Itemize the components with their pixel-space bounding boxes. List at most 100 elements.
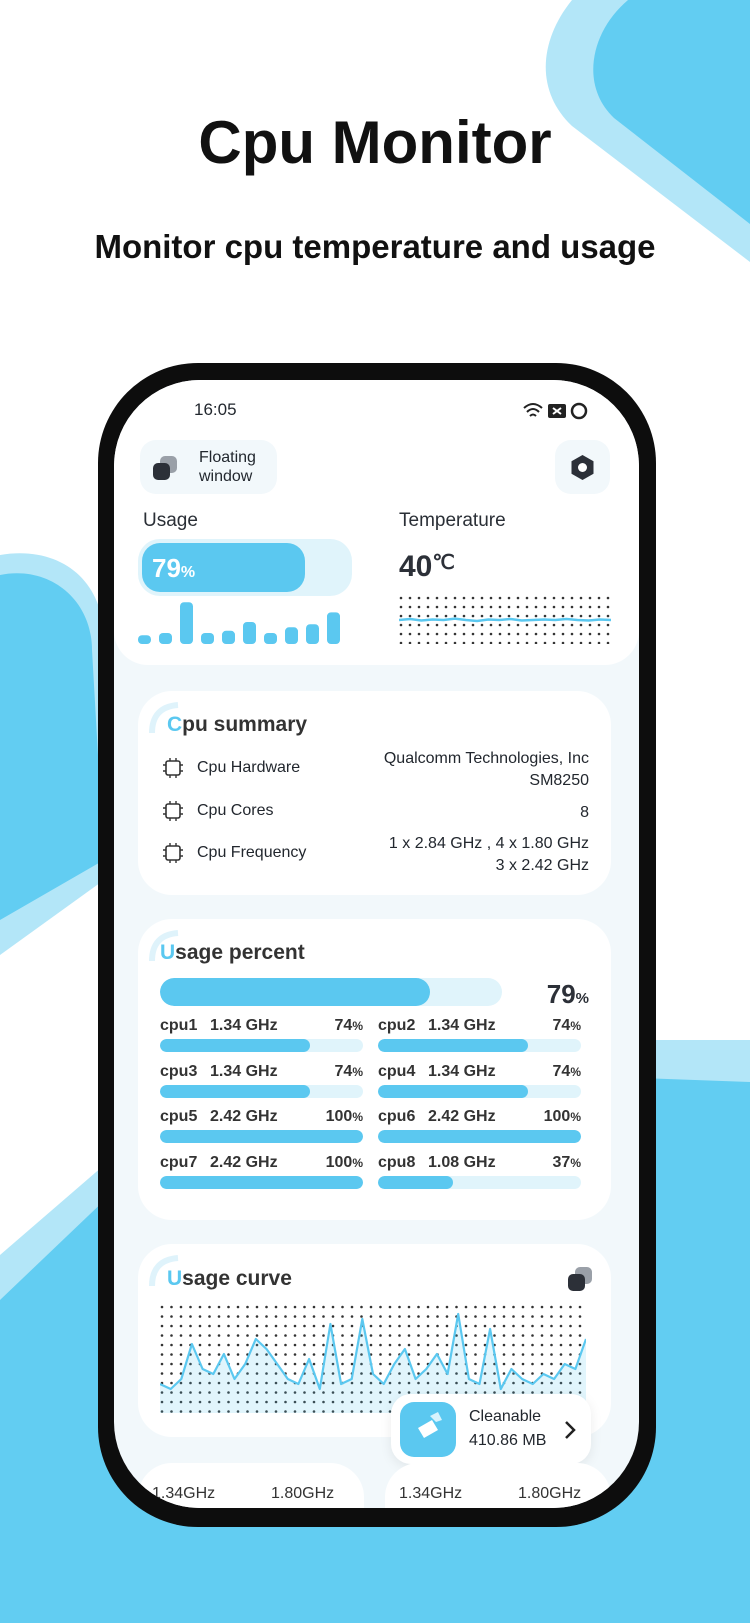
core-percent: 74%	[160, 1063, 363, 1081]
history-bar	[180, 602, 193, 644]
history-bar	[201, 633, 214, 644]
total-fill	[160, 978, 431, 1006]
core-card-frequency: 1.34GHz	[399, 1485, 463, 1502]
usage-fill	[142, 543, 305, 592]
history-bar	[159, 633, 172, 644]
core-percent: 74%	[160, 1017, 363, 1035]
temperature-number: 40	[399, 550, 433, 583]
total-number: 79	[546, 979, 576, 1009]
total-track	[160, 978, 502, 1006]
usage-history	[138, 602, 340, 644]
core-fill	[160, 1175, 363, 1189]
core-percent: 74%	[378, 1017, 581, 1035]
history-bar	[264, 633, 277, 644]
section-title: Cpu summary	[167, 713, 308, 736]
core-percent-unit: %	[352, 1155, 363, 1170]
title-deco	[149, 702, 179, 734]
row-value-line: 8	[580, 803, 589, 821]
core-percent: 74%	[378, 1063, 581, 1081]
core-percent-unit: %	[570, 1019, 581, 1033]
core-fill	[378, 1084, 529, 1098]
history-bar	[285, 627, 298, 644]
core-card-frequency: 1.80GHz	[271, 1485, 335, 1502]
row-value: Qualcomm Technologies, Inc SM8250	[384, 748, 589, 792]
core-name: cpu3	[160, 1062, 198, 1080]
core-card: 1.34GHz 1.80GHz	[138, 1463, 364, 1508]
row-value-line: 1 x 2.84 GHz , 4 x 1.80 GHz	[388, 835, 589, 852]
history-bar	[222, 630, 235, 644]
chip-pins	[163, 800, 183, 821]
section-title: Usage percent	[160, 941, 305, 964]
usage-label: Usage	[143, 510, 198, 531]
title-deco	[149, 1255, 179, 1287]
core-fill	[160, 1039, 311, 1052]
core-track	[160, 1039, 363, 1052]
core-frequency: 2.42 GHz	[428, 1108, 496, 1125]
core-frequency: 1.34 GHz	[428, 1017, 496, 1034]
core-percent: 100%	[378, 1108, 581, 1126]
usage-unit: %	[180, 564, 196, 581]
status-time: 16:05	[194, 400, 237, 419]
total-value: 79%	[547, 979, 589, 1010]
row-label: Cpu Cores	[197, 801, 274, 819]
core-track	[160, 1130, 363, 1143]
subtitle: Monitor cpu temperature and usage	[94, 228, 656, 265]
history-bar	[327, 612, 340, 644]
cleanable-size: 410.86 MB	[469, 1432, 547, 1449]
core-name: cpu7	[160, 1153, 198, 1171]
chip	[165, 760, 181, 776]
history-bar	[243, 622, 256, 644]
core-card: 1.34GHz 1.80GHz	[385, 1463, 611, 1508]
settings-icon	[571, 455, 594, 480]
usage-curve-area	[160, 1314, 586, 1413]
history-bar	[306, 624, 319, 644]
phone-screen: 16:05 Floating window Usage 79% Temperat…	[114, 380, 639, 1508]
bg-blob	[593, 0, 750, 224]
core-frequency: 1.34 GHz	[210, 1017, 278, 1034]
core-frequency: 1.08 GHz	[428, 1153, 496, 1171]
chip	[165, 845, 181, 861]
core-fill	[378, 1175, 454, 1189]
status-icons	[523, 402, 588, 420]
core-percent-unit: %	[352, 1110, 363, 1124]
core-frequency: 2.42 GHz	[210, 1108, 278, 1125]
core-fill	[378, 1130, 581, 1143]
floating-window-button[interactable]: Floating window	[140, 440, 277, 494]
row-icon	[163, 843, 183, 863]
cleanable-button[interactable]: Cleanable 410.86 MB	[391, 1394, 591, 1464]
core-fill	[160, 1084, 311, 1098]
core-percent-unit: %	[570, 1110, 581, 1124]
core-track	[378, 1175, 581, 1189]
core-frequency: 1.34 GHz	[210, 1062, 278, 1080]
usage-percent-card: Usage percent 79% cpu1 1.34 GHz 74% cpu2 1.3…	[138, 919, 611, 1220]
core-percent-unit: %	[352, 1064, 363, 1079]
core-track	[160, 1084, 363, 1098]
temperature-label: Temperature	[399, 510, 506, 531]
bg-blob	[0, 573, 104, 920]
clean-icon	[400, 1402, 456, 1457]
temperature-graph	[399, 596, 611, 644]
core-percent: 100%	[160, 1108, 363, 1126]
core-percent: 100%	[160, 1154, 363, 1172]
usage-curve-line	[160, 1312, 586, 1391]
row-icon	[163, 800, 183, 821]
settings-button[interactable]	[555, 440, 610, 494]
core-percent-number: 100	[543, 1108, 571, 1125]
core-track	[378, 1130, 581, 1143]
core-name: cpu8	[378, 1153, 416, 1171]
core-name: cpu1	[160, 1017, 198, 1034]
chip-pins	[163, 758, 183, 778]
cpu-summary-card: Cpu summary Cpu Hardware Qualcomm Technol…	[138, 691, 611, 895]
core-percent-unit: %	[570, 1064, 581, 1079]
chip-pins	[163, 843, 183, 863]
row-value: 8	[580, 802, 589, 824]
core-percent-number: 37	[552, 1153, 571, 1171]
core-fill	[160, 1130, 363, 1143]
core-name: cpu4	[378, 1062, 416, 1080]
row-icon	[163, 758, 183, 778]
usage-track: 79%	[138, 539, 352, 596]
title: Cpu Monitor	[198, 109, 552, 176]
core-percent-number: 100	[325, 1108, 353, 1125]
